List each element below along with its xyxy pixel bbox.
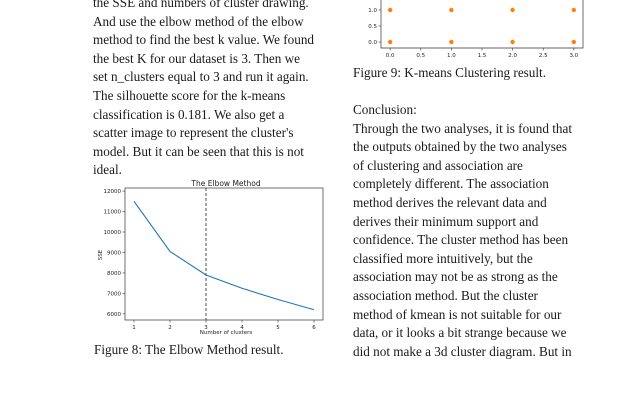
y-tick: 0.0 bbox=[368, 40, 381, 46]
scatter-point bbox=[387, 39, 393, 45]
svg-text:2.5: 2.5 bbox=[539, 53, 548, 59]
svg-text:5: 5 bbox=[276, 325, 280, 331]
y-tick: 6000 bbox=[107, 312, 125, 318]
text-line: confidence. The cluster method has been bbox=[353, 232, 569, 248]
x-tick: 2.0 bbox=[508, 48, 517, 59]
kmeans-scatter-chart: 0.0 0.5 1.0 0.0 0.5 1.0 1.5 2.0 2.5 3.0 bbox=[368, 0, 584, 59]
conclusion-heading: Conclusion: bbox=[353, 102, 417, 117]
x-tick: 1.5 bbox=[478, 48, 487, 59]
left-column-text: the SSE and numbers of cluster drawing. … bbox=[93, 0, 327, 180]
plot-frame bbox=[380, 0, 584, 49]
svg-text:10000: 10000 bbox=[104, 230, 122, 236]
x-ticks: 0.0 0.5 1.0 1.5 2.0 2.5 3.0 bbox=[386, 48, 579, 59]
y-tick: 11000 bbox=[104, 210, 125, 216]
text-line: the SSE and numbers of cluster drawing. bbox=[93, 0, 309, 10]
x-tick: 2.5 bbox=[539, 48, 548, 59]
x-axis-label: Number of clusters bbox=[200, 330, 253, 336]
text-line: did not make a 3d cluster diagram. But i… bbox=[353, 343, 572, 359]
x-tick: 6 bbox=[312, 320, 316, 331]
scatter-point bbox=[387, 7, 393, 13]
svg-text:0.5: 0.5 bbox=[416, 53, 425, 59]
scatter-point bbox=[449, 7, 454, 13]
svg-text:1: 1 bbox=[132, 325, 136, 331]
x-tick: 3.0 bbox=[569, 48, 579, 59]
text-line: scatter image to represent the cluster's bbox=[93, 125, 294, 141]
y-ticks: 0.0 0.5 1.0 bbox=[368, 8, 381, 46]
svg-text:11000: 11000 bbox=[104, 210, 122, 216]
y-axis-label: SSE bbox=[98, 249, 104, 260]
y-tick: 8000 bbox=[107, 271, 125, 277]
text-line: classification is 0.181. We also get a bbox=[93, 106, 285, 122]
figure-9-caption: Figure 9: K-means Clustering result. bbox=[353, 65, 547, 80]
svg-text:2: 2 bbox=[168, 325, 172, 331]
svg-text:0.5: 0.5 bbox=[368, 24, 377, 30]
text-line: Through the two analyses, it is found th… bbox=[353, 120, 573, 136]
svg-text:8000: 8000 bbox=[107, 271, 121, 277]
svg-text:7000: 7000 bbox=[107, 291, 121, 297]
scatter-point bbox=[510, 39, 515, 45]
x-tick: 4 bbox=[240, 320, 244, 331]
right-column-text: Conclusion: Through the two analyses, it… bbox=[353, 101, 587, 361]
x-tick: 5 bbox=[276, 320, 280, 331]
x-tick: 2 bbox=[168, 320, 172, 331]
text-line: derives their minimum support and bbox=[353, 213, 539, 229]
y-tick: 7000 bbox=[107, 291, 125, 297]
y-tick: 0.5 bbox=[368, 24, 381, 30]
text-line: association method. But the cluster bbox=[353, 287, 538, 303]
svg-text:1.0: 1.0 bbox=[447, 53, 456, 59]
sse-series-line bbox=[133, 200, 315, 311]
x-tick: 1.0 bbox=[447, 48, 456, 59]
svg-text:6: 6 bbox=[312, 325, 316, 331]
x-tick: 3 bbox=[204, 320, 208, 331]
text-line: the best K for our dataset is 3. Then we bbox=[93, 50, 301, 66]
chart-title: The Elbow Method bbox=[190, 179, 260, 188]
x-ticks: 1 2 3 4 5 6 bbox=[132, 320, 316, 331]
text-line: model. But it can be seen that this is n… bbox=[93, 143, 304, 159]
x-tick: 0.0 bbox=[386, 48, 395, 59]
svg-text:6000: 6000 bbox=[107, 312, 121, 318]
text-line: of clustering and association are bbox=[353, 157, 523, 173]
text-line: method derives the relevant data and bbox=[353, 194, 547, 210]
text-line: And use the elbow method of the elbow bbox=[93, 13, 304, 29]
text-line: the outputs obtained by the two analyses bbox=[353, 139, 567, 155]
text-line: set n_clusters equal to 3 and run it aga… bbox=[93, 69, 309, 85]
scatter-points bbox=[387, 7, 577, 45]
svg-text:9000: 9000 bbox=[107, 250, 121, 256]
svg-text:0.0: 0.0 bbox=[386, 53, 395, 59]
text-line: method of kmean is not suitable for our bbox=[353, 306, 562, 322]
y-tick: 10000 bbox=[104, 230, 125, 236]
plot-frame bbox=[124, 187, 324, 321]
elbow-method-chart: The Elbow Method SSE Number of clusters … bbox=[98, 179, 324, 336]
y-tick: 12000 bbox=[104, 189, 125, 195]
scatter-point bbox=[571, 39, 577, 45]
scatter-point bbox=[449, 39, 454, 45]
text-line: data, or it looks a bit strange because … bbox=[353, 325, 567, 341]
figure-8-caption: Figure 8: The Elbow Method result. bbox=[94, 342, 284, 357]
text-line: classified more intuitively, but the bbox=[353, 250, 533, 266]
text-line: ideal. bbox=[93, 162, 122, 178]
svg-text:4: 4 bbox=[240, 325, 244, 331]
scatter-point bbox=[571, 7, 577, 13]
svg-text:12000: 12000 bbox=[104, 189, 122, 195]
svg-text:1.5: 1.5 bbox=[478, 53, 487, 59]
x-tick: 1 bbox=[132, 320, 136, 331]
svg-text:3: 3 bbox=[204, 325, 208, 331]
svg-text:2.0: 2.0 bbox=[508, 53, 517, 59]
svg-text:0.0: 0.0 bbox=[368, 40, 377, 46]
text-line: completely different. The association bbox=[353, 176, 549, 192]
y-tick: 9000 bbox=[107, 250, 125, 256]
svg-text:3.0: 3.0 bbox=[569, 53, 578, 59]
scatter-point bbox=[510, 7, 515, 13]
text-line: The silhouette score for the k-means bbox=[93, 87, 286, 103]
text-line: method to find the best k value. We foun… bbox=[93, 32, 315, 48]
x-tick: 0.5 bbox=[416, 48, 426, 59]
y-ticks: 6000 7000 8000 9000 10000 11000 12000 bbox=[104, 189, 125, 318]
y-tick: 1.0 bbox=[368, 8, 381, 14]
svg-text:1.0: 1.0 bbox=[368, 8, 377, 14]
text-line: association may not be as strong as the bbox=[353, 269, 558, 285]
